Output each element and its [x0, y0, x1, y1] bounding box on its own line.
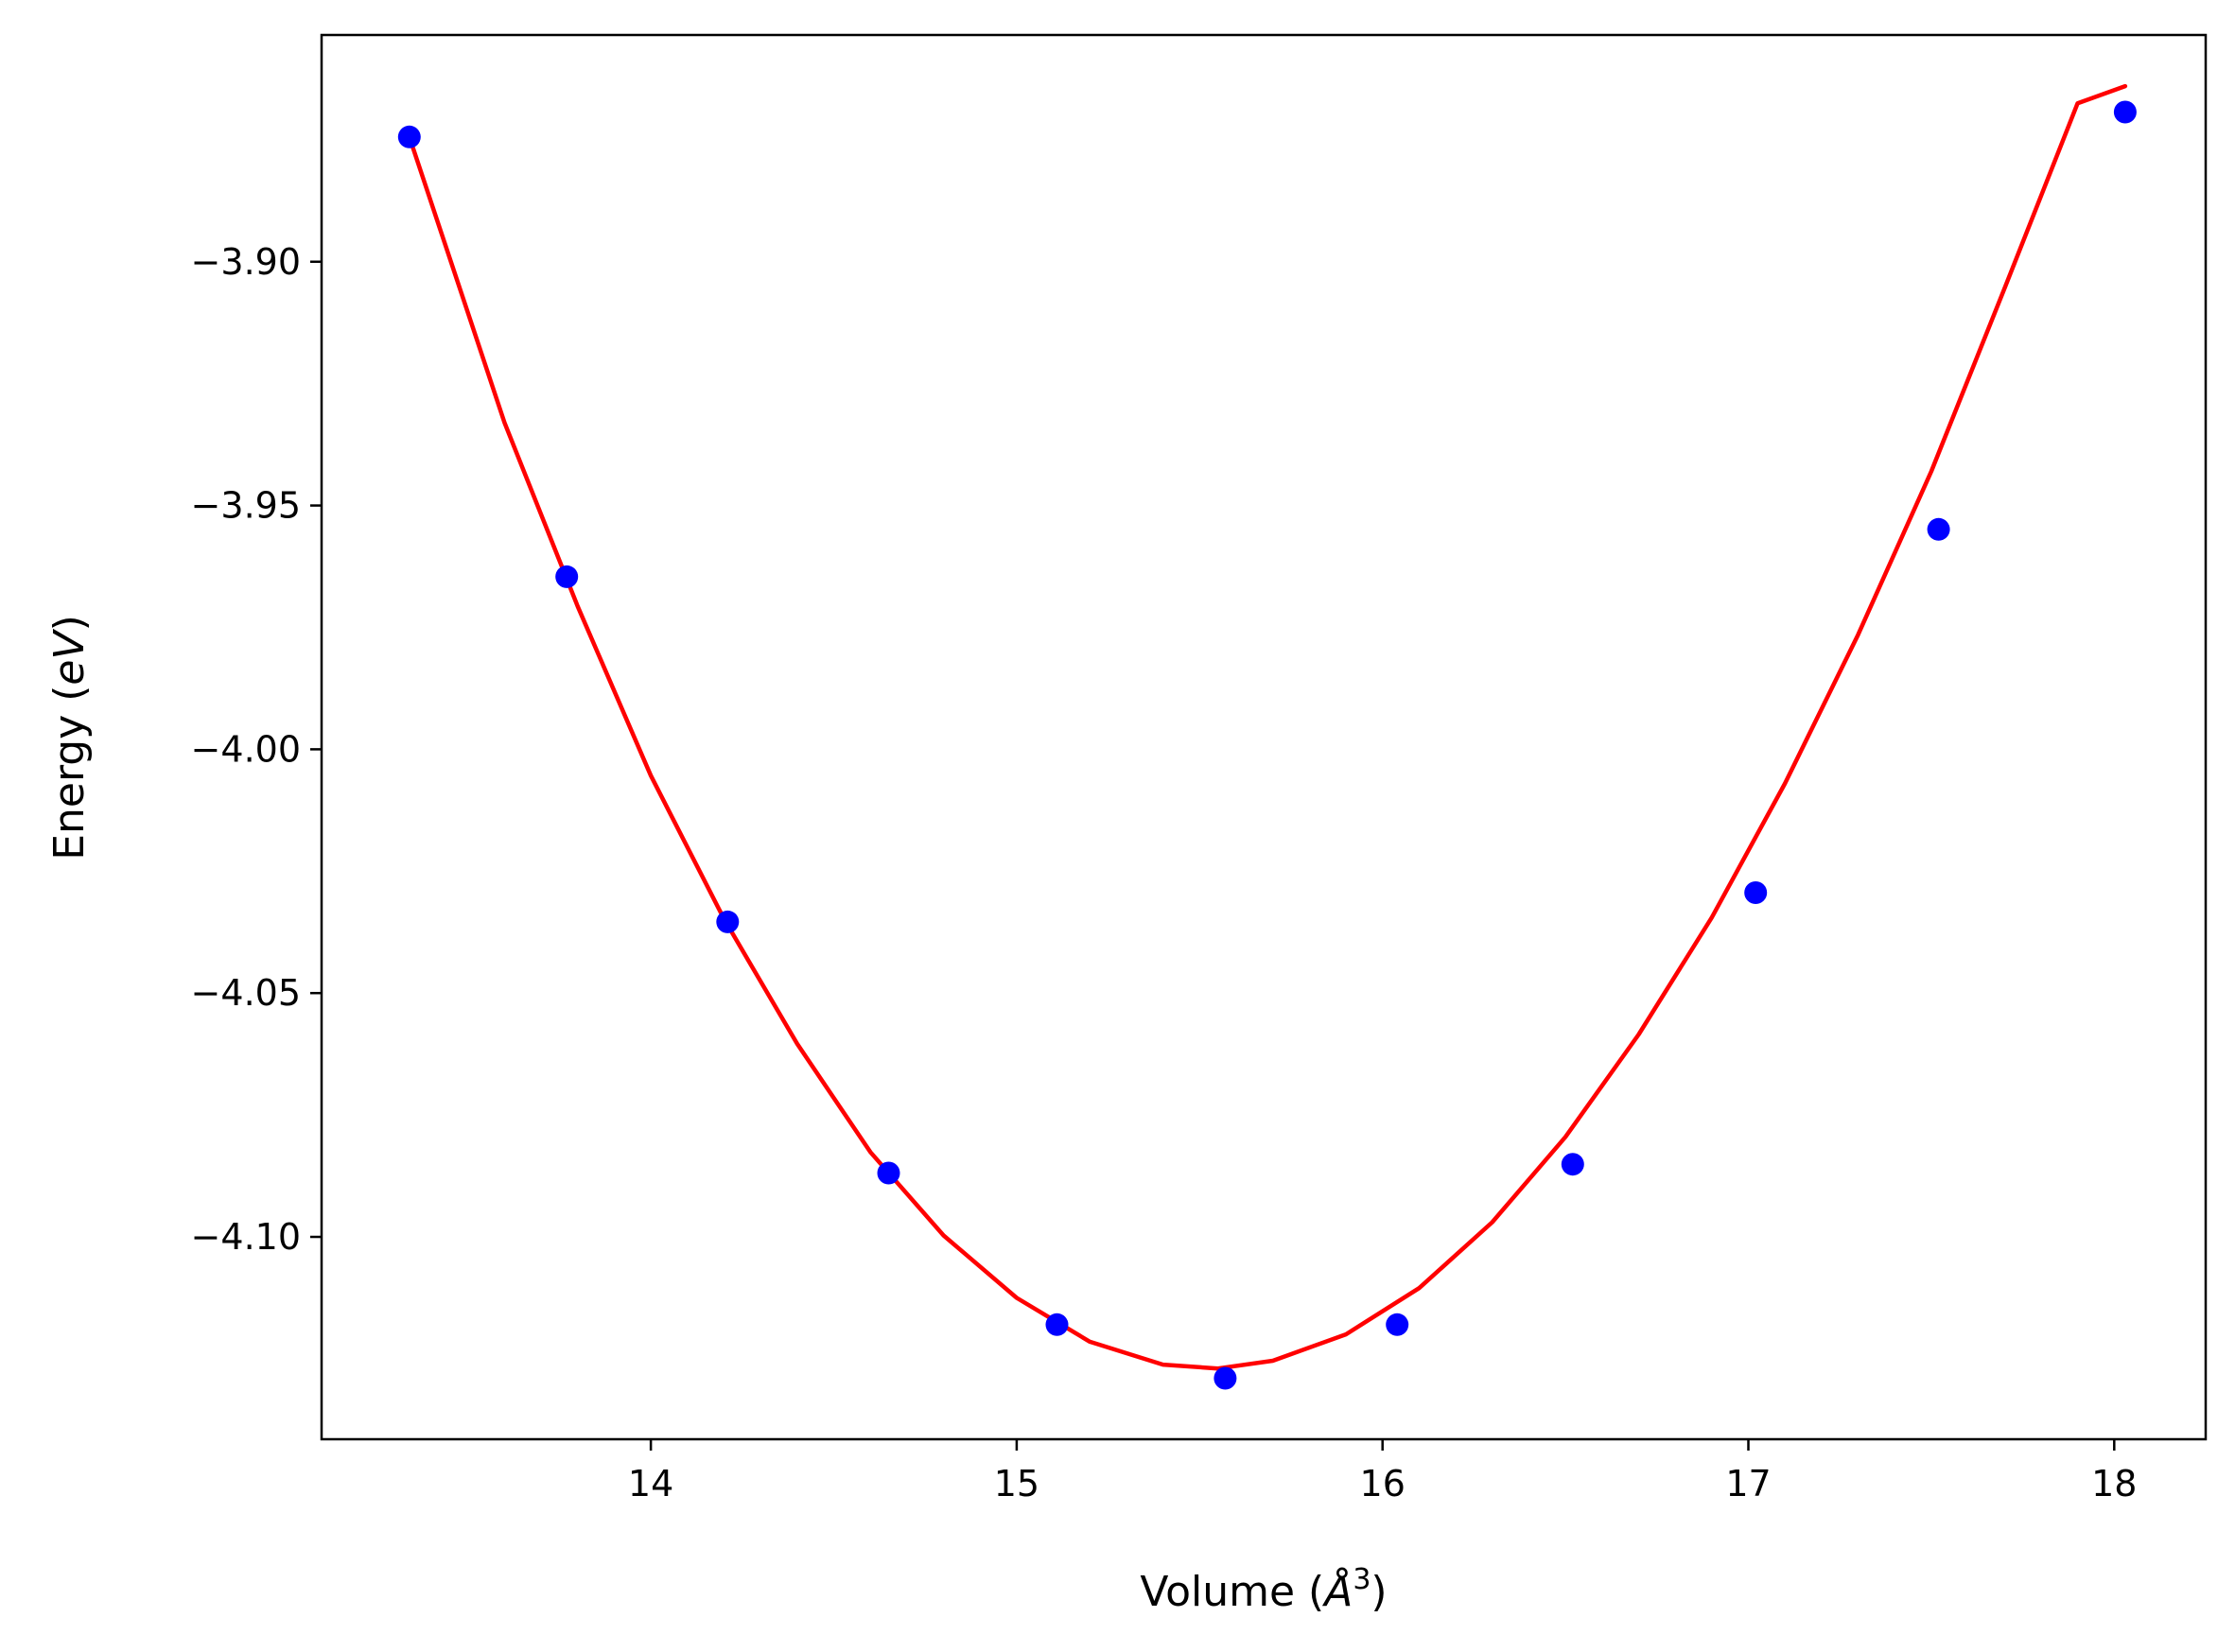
x-axis-label: Volume (Å3) — [1140, 1563, 1387, 1616]
x-tick-label: 18 — [2091, 1463, 2137, 1504]
data-point — [398, 126, 421, 148]
x-tick-label: 17 — [1725, 1463, 1771, 1504]
y-axis-label-prefix: Energy ( — [45, 686, 94, 861]
x-axis-label-unit-symbol: Å — [1321, 1566, 1353, 1616]
x-tick-label: 16 — [1360, 1463, 1406, 1504]
y-tick-label: −4.10 — [191, 1216, 301, 1258]
data-point — [1214, 1367, 1236, 1390]
y-tick-label: −4.00 — [191, 728, 301, 770]
x-axis-label-prefix: Volume ( — [1140, 1568, 1324, 1616]
y-tick-label: −3.95 — [191, 485, 301, 527]
data-point — [2114, 101, 2137, 124]
x-axis-label-unit-exponent: 3 — [1353, 1563, 1371, 1596]
data-point — [1744, 881, 1767, 904]
y-axis-label-suffix: ) — [45, 615, 94, 631]
data-point — [716, 911, 739, 933]
y-tick-label: −3.90 — [191, 241, 301, 283]
data-point — [555, 565, 578, 588]
data-point — [878, 1162, 900, 1185]
x-tick-label: 14 — [628, 1463, 673, 1504]
data-point — [1046, 1313, 1069, 1336]
x-axis-label-suffix: ) — [1371, 1568, 1387, 1616]
data-point — [1386, 1313, 1408, 1336]
x-tick-label: 15 — [994, 1463, 1039, 1504]
y-tick-label: −4.05 — [191, 972, 301, 1014]
y-axis-label-unit: eV — [45, 629, 94, 686]
data-point — [1928, 518, 1950, 541]
y-axis-label: Energy (eV) — [45, 615, 94, 861]
data-point — [1562, 1153, 1584, 1175]
